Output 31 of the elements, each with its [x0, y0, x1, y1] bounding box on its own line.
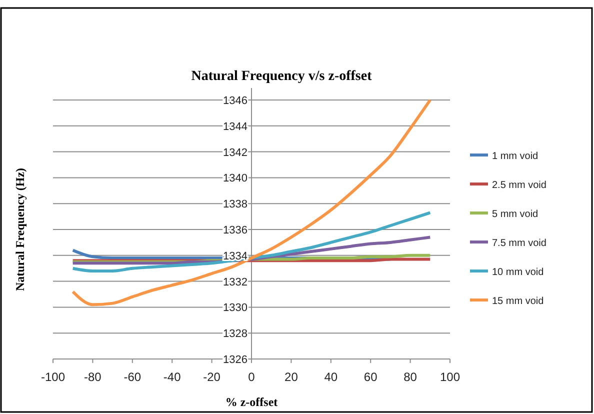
x-tick-label: -60 — [124, 370, 142, 384]
x-tick-label: 40 — [324, 370, 338, 384]
y-tick-label: 1328 — [223, 328, 248, 340]
x-tick-label: 20 — [284, 370, 298, 384]
x-tick-label: 0 — [248, 370, 256, 384]
y-tick-label: 1326 — [223, 354, 248, 366]
y-tick-label: 1332 — [223, 276, 248, 288]
legend-label: 10 mm void — [492, 267, 544, 278]
x-tick-label: -20 — [203, 370, 221, 384]
legend-label: 1 mm void — [492, 151, 538, 162]
x-axis-title: % z-offset — [225, 395, 278, 409]
chart-title: Natural Frequency v/s z-offset — [191, 69, 372, 84]
y-axis-title: Natural Frequency (Hz) — [13, 168, 27, 292]
legend-label: 15 mm void — [492, 296, 544, 307]
y-tick-label: 1330 — [223, 302, 248, 314]
x-tick-label: 60 — [364, 370, 378, 384]
x-tick-label: 100 — [440, 370, 460, 384]
line-series — [71, 211, 432, 272]
x-tick-label: -80 — [84, 370, 102, 384]
legend-label: 7.5 mm void — [492, 238, 546, 249]
y-tick-label: 1340 — [223, 172, 248, 185]
x-tick-label: -40 — [163, 370, 182, 384]
legend-label: 5 mm void — [492, 209, 538, 220]
x-tick-label: 80 — [404, 370, 418, 384]
y-tick-label: 1344 — [223, 120, 248, 133]
y-tick-label: 1338 — [223, 198, 248, 211]
x-tick-label: -100 — [40, 370, 66, 384]
legend-label: 2.5 mm void — [492, 180, 546, 191]
y-tick-label: 1336 — [223, 224, 248, 236]
y-tick-label: 1342 — [223, 146, 248, 159]
y-tick-label: 1346 — [223, 95, 248, 107]
